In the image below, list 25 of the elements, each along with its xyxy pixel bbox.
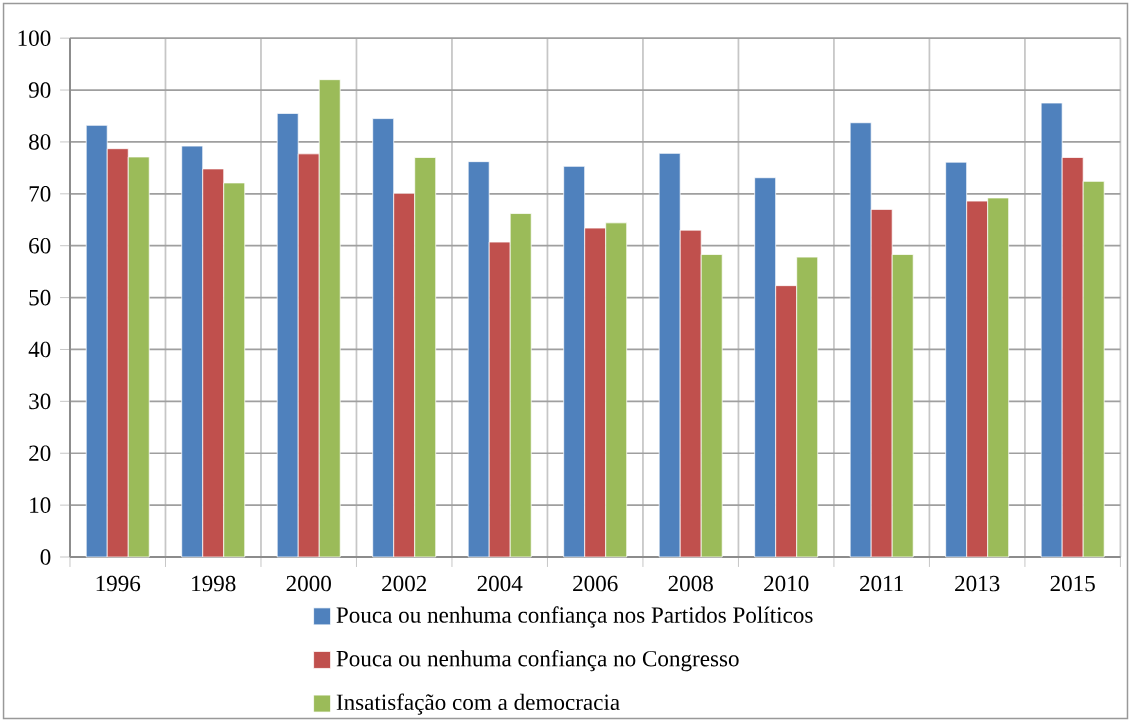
x-tick-label: 2000 <box>286 575 331 592</box>
x-tick-label: 2011 <box>860 575 903 592</box>
y-tick-label: 10 <box>30 497 51 513</box>
y-tick-label: 100 <box>18 30 51 46</box>
x-tick-label: 2008 <box>668 575 713 592</box>
x-tick-label: 2010 <box>764 575 809 592</box>
x-tick-label: 2015 <box>1050 575 1095 592</box>
x-tick-label: 2004 <box>477 575 523 592</box>
y-tick-label: 70 <box>29 186 51 202</box>
x-tick-label: 2013 <box>955 575 1000 592</box>
x-tick-label: 2006 <box>573 575 618 592</box>
y-tick-label: 50 <box>29 289 51 306</box>
y-tick-label: 90 <box>28 82 51 98</box>
x-tick-label: 1998 <box>192 575 236 592</box>
x-tick-label: 1996 <box>96 575 141 592</box>
legend-label: Insatisfação com a democracia <box>336 693 620 715</box>
y-tick-label: 0 <box>40 549 51 565</box>
y-tick-label: 40 <box>28 341 51 358</box>
x-tick-label: 2002 <box>382 575 427 592</box>
y-tick-label: 80 <box>29 134 51 150</box>
y-tick-label: 20 <box>29 445 51 462</box>
y-tick-label: 60 <box>29 237 51 254</box>
y-tick-label: 30 <box>29 393 51 410</box>
legend-label: Pouca ou nenhuma confiança no Congresso <box>336 649 739 672</box>
legend-label: Pouca ou nenhuma confiança nos Partidos Políticos <box>336 606 813 628</box>
